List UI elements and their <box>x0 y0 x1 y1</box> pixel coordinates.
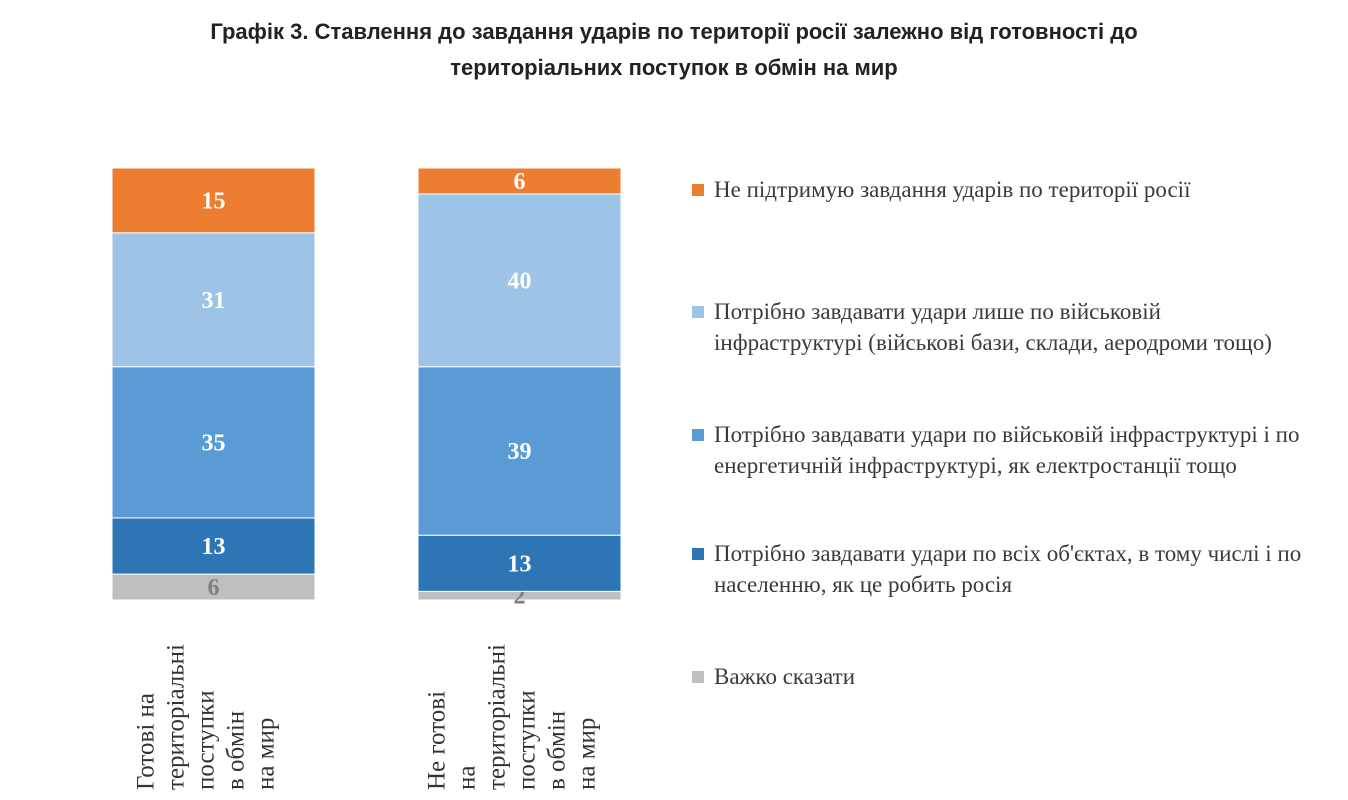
legend-item-military-only: Потрібно завдавати удари лише по військо… <box>692 296 1312 358</box>
category-label-line: територіальні <box>163 644 190 790</box>
bar-segment-category-ready-series-2 <box>111 366 316 519</box>
legend-swatch <box>692 548 704 560</box>
category-label-category-ready: Готові на територіальні поступки в обмін на … <box>133 644 280 790</box>
legend-item-hard-to-say: Важко сказати <box>692 661 1312 692</box>
category-label-line: Не готові <box>424 691 451 790</box>
data-label-category-not-ready-series-3: 40 <box>508 268 532 294</box>
category-label-line: в обмін <box>544 711 571 790</box>
category-label-line: поступки <box>514 690 541 790</box>
bar-segment-category-ready-series-1 <box>111 517 316 575</box>
legend-item-all-objects: Потрібно завдавати удари по всіх об'єкта… <box>692 538 1312 600</box>
legend-label: Важко сказати <box>714 664 855 689</box>
chart-title-line2: територіальних поступок в обмін на мир <box>450 55 898 80</box>
legend-swatch <box>692 429 704 441</box>
category-label-line: в обмін <box>223 711 250 790</box>
bar-segment-category-not-ready-series-1 <box>417 534 622 592</box>
legend-item-military-and-energy: Потрібно завдавати удари по військовій і… <box>692 419 1312 481</box>
legend-swatch <box>692 306 704 318</box>
category-label-line: Готові на <box>133 693 160 790</box>
legend-label: Потрібно завдавати удари по військовій і… <box>714 422 1300 478</box>
data-label-category-ready-series-0: 6 <box>208 575 220 601</box>
legend-item-no-support: Не підтримую завдання ударів по територі… <box>692 174 1312 205</box>
data-label-category-ready-series-4: 15 <box>202 188 226 214</box>
category-label-line: на <box>454 766 481 790</box>
category-label-line: поступки <box>193 690 220 790</box>
chart-title: Графік 3. Ставлення до завдання ударів п… <box>0 14 1348 86</box>
data-label-category-ready-series-2: 35 <box>202 430 226 456</box>
bar-segment-category-not-ready-series-3 <box>417 193 622 368</box>
legend-label: Потрібно завдавати удари по всіх об'єкта… <box>714 541 1302 597</box>
legend-label: Потрібно завдавати удари лише по військо… <box>714 299 1272 355</box>
category-label-line: територіальні <box>484 644 511 790</box>
chart-title-line1: Графік 3. Ставлення до завдання ударів п… <box>210 19 1138 44</box>
data-label-category-ready-series-1: 13 <box>202 534 226 560</box>
data-label-category-ready-series-3: 31 <box>202 288 226 314</box>
legend-swatch <box>692 184 704 196</box>
bar-segment-category-ready-series-0 <box>111 573 316 601</box>
legend-swatch <box>692 671 704 683</box>
data-label-category-not-ready-series-4: 6 <box>514 169 526 195</box>
legend-label: Не підтримую завдання ударів по територі… <box>714 177 1191 202</box>
bar-segment-category-not-ready-series-2 <box>417 366 622 536</box>
category-label-line: на мир <box>574 718 601 790</box>
category-label-line: на мир <box>253 718 280 790</box>
category-label-category-not-ready: Не готові на територіальні поступки в обмін н… <box>424 644 601 790</box>
bar-segment-category-ready-series-4 <box>111 167 316 234</box>
data-label-category-not-ready-series-2: 39 <box>508 439 532 465</box>
data-label-category-not-ready-series-1: 13 <box>508 551 532 577</box>
bar-segment-category-not-ready-series-4 <box>417 167 622 195</box>
